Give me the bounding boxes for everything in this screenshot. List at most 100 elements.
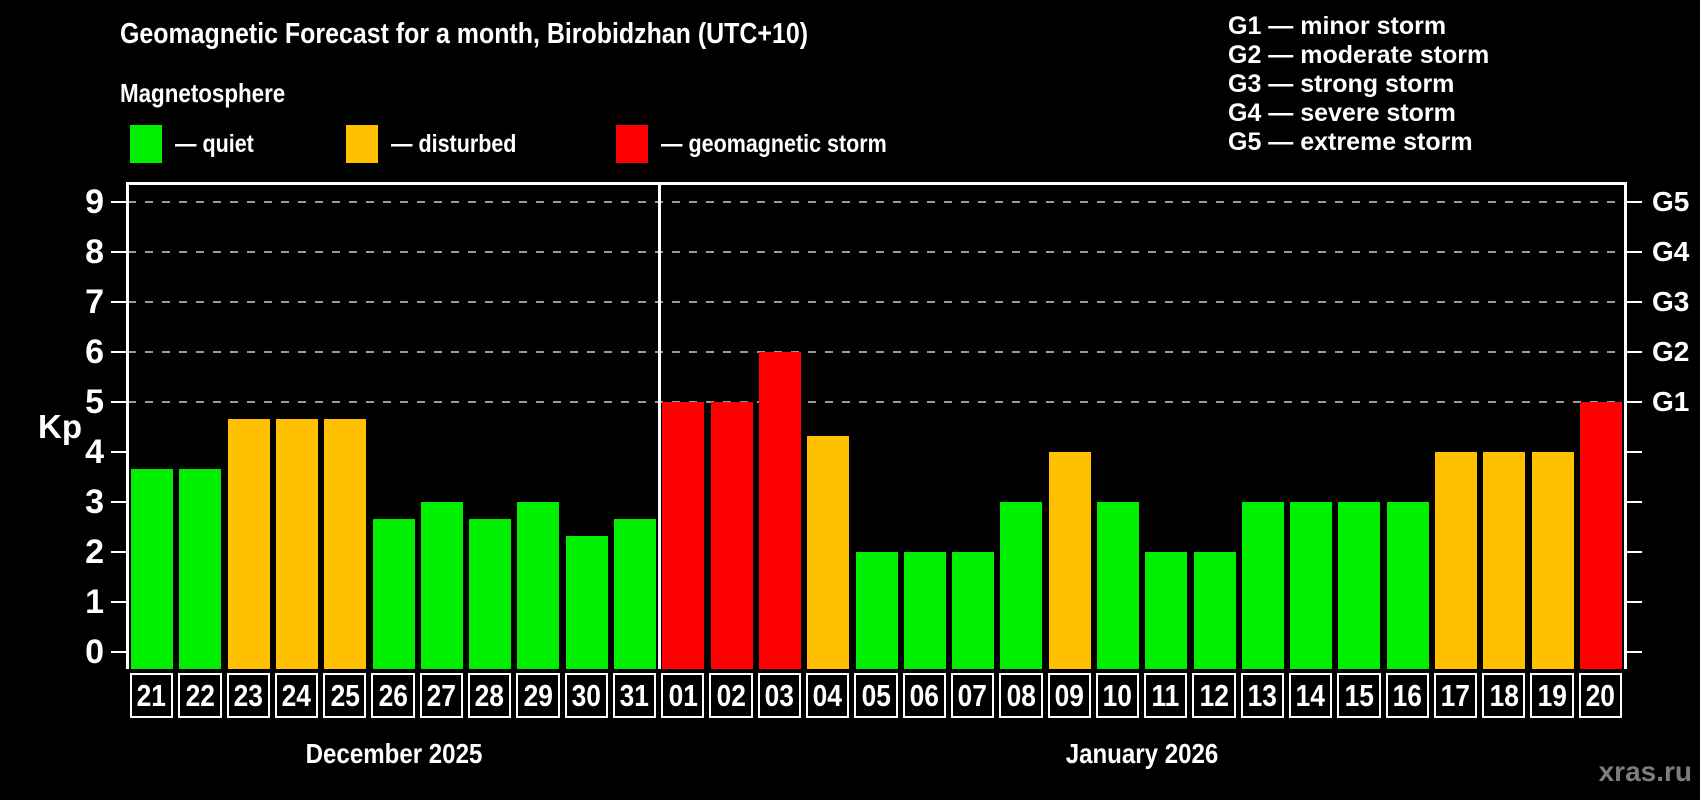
g-level-label: G2: [1652, 336, 1690, 367]
gridline: [128, 301, 1625, 303]
bar: [1241, 502, 1284, 669]
chart-title: Geomagnetic Forecast for a month, Birobi…: [120, 18, 809, 50]
bar: [1145, 552, 1188, 669]
bar: [855, 552, 898, 669]
y-tick-label: 6: [85, 333, 104, 371]
g-level-label: G3: [1652, 286, 1690, 317]
legend-label: — disturbed: [391, 129, 517, 158]
bar: [276, 418, 319, 669]
bar: [1579, 402, 1622, 669]
right-tick: [1627, 401, 1642, 403]
bar: [179, 468, 222, 669]
legend-item-quiet: — quiet: [130, 124, 267, 164]
y-tick-label: 7: [85, 283, 104, 321]
bar: [1386, 502, 1429, 669]
gridline: [128, 201, 1625, 203]
date-cell: 20: [1578, 673, 1622, 718]
date-cell: 17: [1433, 673, 1478, 718]
storm-scale-legend-item: G4 — severe storm: [1228, 99, 1456, 127]
bar: [565, 535, 608, 669]
date-cell: 06: [902, 673, 946, 718]
bar: [420, 502, 463, 669]
storm-scale-legend-item: G1 — minor storm: [1228, 12, 1447, 40]
bar: [903, 552, 946, 669]
date-cell: 11: [1144, 673, 1188, 718]
storm-scale-legend-item: G3 — strong storm: [1228, 70, 1455, 98]
bar: [710, 402, 753, 669]
y-tick-label: 3: [85, 483, 104, 521]
date-cell: 12: [1192, 673, 1236, 718]
date-cell: 14: [1288, 673, 1333, 718]
date-cell: 10: [1095, 673, 1140, 718]
bar: [1290, 502, 1333, 669]
y-tick-label: 8: [85, 233, 104, 271]
gridline: [128, 251, 1625, 253]
date-cell: 04: [806, 673, 850, 718]
quiet-color-swatch: [130, 125, 162, 163]
plot-border-top: [126, 182, 1627, 185]
y-tick-label: 0: [85, 633, 104, 671]
storm-scale-legend-item: G5 — extreme storm: [1228, 128, 1473, 156]
left-tick: [111, 551, 126, 553]
g-level-label: G5: [1652, 186, 1690, 217]
right-tick: [1627, 201, 1642, 203]
bar: [662, 402, 705, 669]
legend-item-disturbed: — disturbed: [346, 124, 537, 164]
bar: [469, 518, 512, 669]
date-cell: 26: [371, 673, 415, 718]
date-cell: 08: [999, 673, 1043, 718]
bar: [1434, 452, 1477, 669]
right-tick: [1627, 651, 1642, 653]
bar: [1531, 452, 1574, 669]
left-tick: [111, 451, 126, 453]
date-cell: 15: [1337, 673, 1381, 718]
date-cell: 09: [1047, 673, 1091, 718]
date-cell: 24: [274, 673, 319, 718]
bar: [227, 418, 270, 669]
left-tick: [111, 601, 126, 603]
y-tick-label: 2: [85, 533, 104, 571]
right-tick: [1627, 351, 1642, 353]
g-level-label: G1: [1652, 386, 1690, 417]
left-tick: [111, 401, 126, 403]
bar: [1000, 502, 1043, 669]
date-cell: 25: [323, 673, 367, 718]
date-cell: 30: [564, 673, 608, 718]
date-cell: 28: [468, 673, 512, 718]
left-tick: [111, 501, 126, 503]
y-axis-line: [126, 182, 129, 669]
month-divider-line: [658, 182, 662, 669]
y-tick-label: 9: [85, 183, 104, 221]
date-cell: 23: [226, 673, 270, 718]
date-cell: 27: [419, 673, 464, 718]
bar: [1048, 452, 1091, 669]
date-cell: 13: [1240, 673, 1284, 718]
bar: [1338, 502, 1381, 669]
legend-label: — geomagnetic storm: [661, 129, 887, 158]
date-cell: 05: [854, 673, 898, 718]
month-label-january: January 2026: [1065, 738, 1219, 769]
legend-item-storm: — geomagnetic storm: [616, 124, 924, 164]
date-cell: 21: [130, 673, 174, 718]
bar: [131, 468, 174, 669]
left-tick: [111, 251, 126, 253]
storm-scale-legend-item: G2 — moderate storm: [1228, 41, 1490, 69]
right-axis-line: [1624, 182, 1627, 669]
disturbed-color-swatch: [346, 125, 378, 163]
watermark: xras.ru: [1598, 756, 1692, 787]
storm-color-swatch: [616, 125, 648, 163]
right-tick: [1627, 601, 1642, 603]
bar: [372, 518, 415, 669]
y-axis-label: Kp: [38, 408, 82, 445]
bar: [614, 518, 657, 669]
bar: [324, 418, 367, 669]
bar: [807, 435, 850, 669]
right-tick: [1627, 251, 1642, 253]
date-cell: 22: [178, 673, 222, 718]
left-tick: [111, 301, 126, 303]
date-cell: 01: [661, 673, 705, 718]
date-cell: 07: [950, 673, 995, 718]
gridline: [128, 401, 1625, 403]
date-cell: 03: [757, 673, 802, 718]
left-tick: [111, 201, 126, 203]
